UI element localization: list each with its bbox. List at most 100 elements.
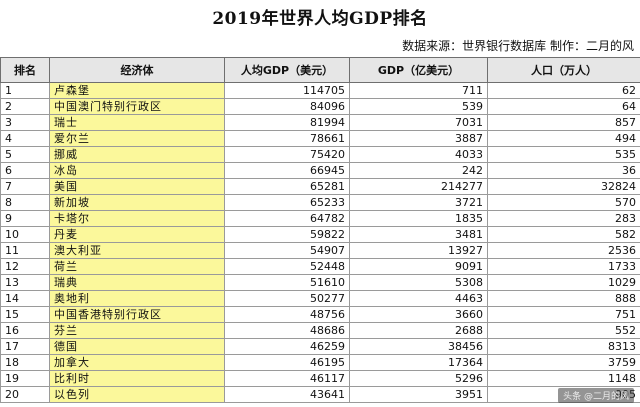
cell-economy: 加拿大	[49, 354, 225, 371]
cell-gdp-per-capita: 66945	[224, 162, 350, 179]
cell-gdp-per-capita: 43641	[224, 386, 350, 403]
table-row: 13 瑞典 51610 5308 1029	[0, 274, 640, 291]
cell-population: 62	[487, 82, 640, 99]
table-row: 6 冰岛 66945 242 36	[0, 162, 640, 179]
cell-gdp: 13927	[349, 242, 488, 259]
cell-gdp-per-capita: 84096	[224, 98, 350, 115]
cell-gdp-per-capita: 48756	[224, 306, 350, 323]
cell-gdp: 2688	[349, 322, 488, 339]
cell-gdp-per-capita: 78661	[224, 130, 350, 147]
watermark: 头条 @二月的风	[558, 388, 634, 403]
cell-rank: 1	[0, 82, 50, 99]
cell-gdp: 539	[349, 98, 488, 115]
cell-economy: 瑞典	[49, 274, 225, 291]
table-row: 20以色列436413951905	[0, 386, 640, 403]
cell-gdp: 4033	[349, 146, 488, 163]
chart-title: 2019年世界人均GDP排名	[212, 9, 428, 29]
cell-gdp-per-capita: 114705	[224, 82, 350, 99]
cell-rank: 4	[0, 130, 50, 147]
table-row: 18 加拿大 46195 17364 3759	[0, 354, 640, 371]
cell-population: 32824	[487, 178, 640, 195]
cell-economy: 以色列	[49, 386, 225, 403]
cell-gdp-per-capita: 46117	[224, 370, 350, 387]
table-row: 3 瑞士 81994 7031 857	[0, 114, 640, 131]
cell-economy: 美国	[49, 178, 225, 195]
cell-gdp: 17364	[349, 354, 488, 371]
cell-gdp: 214277	[349, 178, 488, 195]
cell-population: 2536	[487, 242, 640, 259]
table-row: 5 挪威 75420 4033 535	[0, 146, 640, 163]
cell-population: 857	[487, 114, 640, 131]
cell-population: 888	[487, 290, 640, 307]
cell-economy: 冰岛	[49, 162, 225, 179]
cell-economy: 中国澳门特别行政区	[49, 98, 225, 115]
table-row: 10 丹麦 59822 3481 582	[0, 226, 640, 243]
cell-economy: 芬兰	[49, 322, 225, 339]
cell-gdp-per-capita: 51610	[224, 274, 350, 291]
cell-economy: 新加坡	[49, 194, 225, 211]
table-row: 8 新加坡 65233 3721 570	[0, 194, 640, 211]
table-row: 7 美国 65281 214277 32824	[0, 178, 640, 195]
cell-economy: 瑞士	[49, 114, 225, 131]
cell-rank: 2	[0, 98, 50, 115]
header-population: 人口（万人）	[487, 57, 640, 83]
table-row: 16 芬兰 48686 2688 552	[0, 322, 640, 339]
cell-population: 36	[487, 162, 640, 179]
cell-rank: 12	[0, 258, 50, 275]
cell-population: 582	[487, 226, 640, 243]
cell-population: 3759	[487, 354, 640, 371]
cell-gdp-per-capita: 52448	[224, 258, 350, 275]
table-row: 15 中国香港特别行政区 48756 3660 751	[0, 306, 640, 323]
cell-economy: 卢森堡	[49, 82, 225, 99]
header-rank: 排名	[0, 57, 50, 83]
cell-gdp-per-capita: 65281	[224, 178, 350, 195]
cell-rank: 5	[0, 146, 50, 163]
cell-population: 1029	[487, 274, 640, 291]
header-gdp: GDP（亿美元）	[349, 57, 488, 83]
table-row: 14 奥地利 50277 4463 888	[0, 290, 640, 307]
cell-gdp: 38456	[349, 338, 488, 355]
cell-rank: 15	[0, 306, 50, 323]
cell-population: 8313	[487, 338, 640, 355]
cell-population: 64	[487, 98, 640, 115]
cell-rank: 10	[0, 226, 50, 243]
cell-gdp: 5308	[349, 274, 488, 291]
table-row: 2 中国澳门特别行政区 84096 539 64	[0, 98, 640, 115]
cell-population: 283	[487, 210, 640, 227]
cell-rank: 17	[0, 338, 50, 355]
table-row: 12 荷兰 52448 9091 1733	[0, 258, 640, 275]
cell-gdp-per-capita: 50277	[224, 290, 350, 307]
cell-gdp: 3660	[349, 306, 488, 323]
cell-gdp-per-capita: 48686	[224, 322, 350, 339]
cell-economy: 德国	[49, 338, 225, 355]
cell-gdp: 5296	[349, 370, 488, 387]
cell-gdp-per-capita: 75420	[224, 146, 350, 163]
table-header-row: 排名 经济体 人均GDP（美元） GDP（亿美元） 人口（万人）	[0, 57, 640, 83]
table-row: 1 卢森堡 114705 711 62	[0, 82, 640, 99]
cell-gdp-per-capita: 64782	[224, 210, 350, 227]
cell-gdp-per-capita: 81994	[224, 114, 350, 131]
ranking-table: 排名 经济体 人均GDP（美元） GDP（亿美元） 人口（万人） 1 卢森堡 114…	[0, 57, 640, 403]
cell-rank: 9	[0, 210, 50, 227]
header-economy: 经济体	[49, 57, 225, 83]
cell-rank: 8	[0, 194, 50, 211]
cell-rank: 18	[0, 354, 50, 371]
cell-gdp-per-capita: 65233	[224, 194, 350, 211]
cell-rank: 7	[0, 178, 50, 195]
cell-gdp-per-capita: 54907	[224, 242, 350, 259]
cell-gdp-per-capita: 46259	[224, 338, 350, 355]
table-row: 11 澳大利亚 54907 13927 2536	[0, 242, 640, 259]
cell-rank: 3	[0, 114, 50, 131]
cell-economy: 爱尔兰	[49, 130, 225, 147]
cell-rank: 14	[0, 290, 50, 307]
cell-gdp: 242	[349, 162, 488, 179]
cell-gdp: 711	[349, 82, 488, 99]
cell-population: 1733	[487, 258, 640, 275]
cell-population: 751	[487, 306, 640, 323]
table-body: 1 卢森堡 114705 711 62 2 中国澳门特别行政区 84096 539 64 3 瑞士 81…	[0, 82, 640, 403]
cell-gdp-per-capita: 46195	[224, 354, 350, 371]
cell-rank: 16	[0, 322, 50, 339]
cell-gdp: 3951	[349, 386, 488, 403]
cell-economy: 中国香港特别行政区	[49, 306, 225, 323]
table-row: 17 德国 46259 38456 8313	[0, 338, 640, 355]
